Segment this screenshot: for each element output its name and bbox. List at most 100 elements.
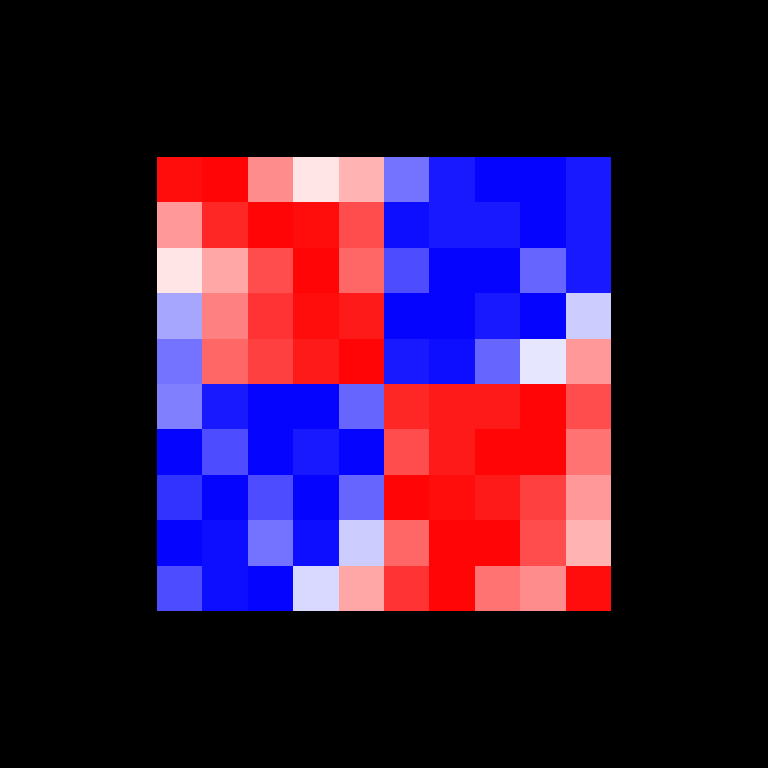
heatmap-cell — [520, 566, 565, 611]
heatmap-cell — [248, 157, 293, 202]
heatmap-cell — [157, 520, 202, 565]
heatmap-cell — [248, 339, 293, 384]
heatmap-cell — [566, 339, 611, 384]
heatmap-cell — [475, 520, 520, 565]
heatmap-cell — [475, 475, 520, 520]
heatmap-cell — [429, 157, 474, 202]
heatmap-cell — [429, 475, 474, 520]
heatmap-cell — [248, 202, 293, 247]
heatmap-cell — [339, 566, 384, 611]
heatmap-cell — [566, 429, 611, 474]
heatmap-cell — [339, 520, 384, 565]
heatmap-cell — [566, 520, 611, 565]
heatmap-cell — [293, 475, 338, 520]
heatmap-cell — [248, 520, 293, 565]
heatmap-cell — [566, 202, 611, 247]
heatmap-cell — [157, 339, 202, 384]
heatmap-cell — [429, 520, 474, 565]
heatmap-cell — [339, 384, 384, 429]
heatmap-cell — [520, 339, 565, 384]
heatmap-cell — [202, 157, 247, 202]
heatmap-cell — [384, 475, 429, 520]
heatmap-container — [157, 157, 611, 611]
heatmap-cell — [566, 293, 611, 338]
heatmap-cell — [202, 429, 247, 474]
heatmap-cell — [384, 157, 429, 202]
heatmap-cell — [157, 429, 202, 474]
heatmap-cell — [429, 429, 474, 474]
heatmap-cell — [429, 293, 474, 338]
heatmap-cell — [566, 384, 611, 429]
heatmap-cell — [339, 248, 384, 293]
heatmap-cell — [339, 293, 384, 338]
heatmap-cell — [475, 566, 520, 611]
heatmap-cell — [157, 293, 202, 338]
heatmap-cell — [429, 566, 474, 611]
heatmap-cell — [475, 293, 520, 338]
heatmap-cell — [339, 202, 384, 247]
heatmap-cell — [475, 384, 520, 429]
heatmap-cell — [339, 157, 384, 202]
heatmap-cell — [475, 157, 520, 202]
heatmap-cell — [202, 384, 247, 429]
heatmap-cell — [566, 248, 611, 293]
heatmap-cell — [384, 429, 429, 474]
heatmap-cell — [520, 248, 565, 293]
heatmap-cell — [429, 384, 474, 429]
heatmap-cell — [202, 202, 247, 247]
heatmap-cell — [248, 248, 293, 293]
heatmap-cell — [293, 248, 338, 293]
heatmap-cell — [248, 566, 293, 611]
heatmap-cell — [157, 384, 202, 429]
heatmap-cell — [293, 520, 338, 565]
heatmap-cell — [475, 339, 520, 384]
heatmap-cell — [566, 157, 611, 202]
heatmap-cell — [202, 566, 247, 611]
heatmap-cell — [520, 293, 565, 338]
heatmap-cell — [339, 339, 384, 384]
heatmap-cell — [520, 520, 565, 565]
heatmap-cell — [293, 157, 338, 202]
heatmap-cell — [429, 202, 474, 247]
heatmap-cell — [520, 475, 565, 520]
heatmap-cell — [293, 339, 338, 384]
heatmap-cell — [429, 339, 474, 384]
heatmap-cell — [384, 520, 429, 565]
heatmap-cell — [384, 248, 429, 293]
heatmap-cell — [566, 475, 611, 520]
heatmap-cell — [384, 566, 429, 611]
heatmap-cell — [202, 520, 247, 565]
heatmap-cell — [475, 202, 520, 247]
heatmap-cell — [202, 248, 247, 293]
heatmap-cell — [202, 475, 247, 520]
heatmap-cell — [384, 384, 429, 429]
heatmap-cell — [293, 566, 338, 611]
heatmap-cell — [339, 475, 384, 520]
heatmap-cell — [475, 248, 520, 293]
heatmap-cell — [248, 293, 293, 338]
heatmap-cell — [248, 475, 293, 520]
heatmap-cell — [202, 293, 247, 338]
heatmap-cell — [248, 429, 293, 474]
heatmap-cell — [520, 429, 565, 474]
heatmap-cell — [384, 202, 429, 247]
heatmap-cell — [520, 384, 565, 429]
heatmap-cell — [157, 475, 202, 520]
heatmap-cell — [520, 202, 565, 247]
heatmap-cell — [384, 339, 429, 384]
heatmap-cell — [248, 384, 293, 429]
heatmap-cell — [520, 157, 565, 202]
heatmap-cell — [293, 293, 338, 338]
heatmap-cell — [293, 429, 338, 474]
heatmap-cell — [384, 293, 429, 338]
heatmap — [157, 157, 611, 611]
heatmap-cell — [157, 202, 202, 247]
heatmap-cell — [202, 339, 247, 384]
heatmap-cell — [339, 429, 384, 474]
heatmap-cell — [566, 566, 611, 611]
heatmap-cell — [157, 566, 202, 611]
heatmap-cell — [475, 429, 520, 474]
heatmap-cell — [293, 202, 338, 247]
heatmap-cell — [157, 248, 202, 293]
heatmap-cell — [429, 248, 474, 293]
